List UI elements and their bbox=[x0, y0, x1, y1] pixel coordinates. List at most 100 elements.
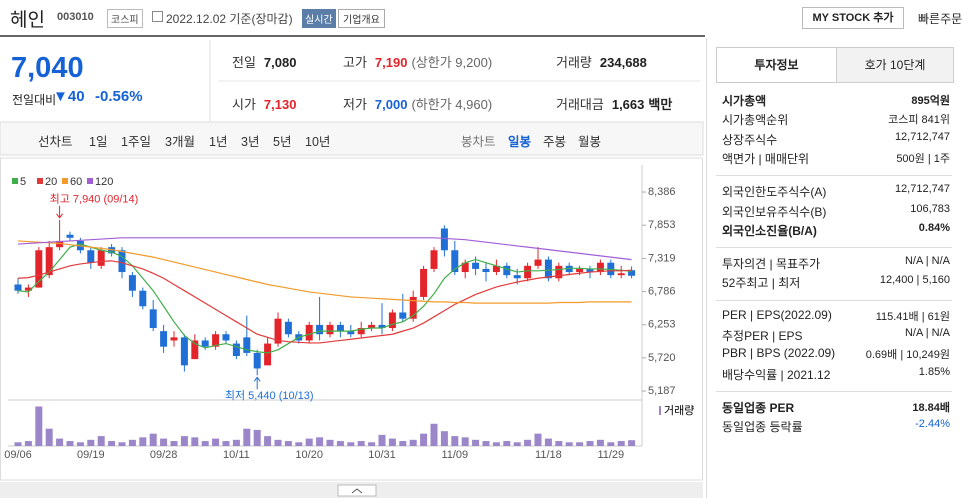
line-tab[interactable]: 1일 bbox=[89, 135, 108, 149]
candle-body bbox=[305, 324, 313, 341]
quick-order-button[interactable]: 빠른주문 bbox=[918, 12, 963, 26]
volume-bar bbox=[87, 439, 95, 446]
candle-body bbox=[35, 250, 43, 288]
volume-bar bbox=[326, 439, 334, 446]
volume-bar bbox=[128, 439, 136, 446]
candle-body bbox=[66, 234, 74, 238]
legend-label: 120 bbox=[95, 176, 113, 188]
info-row: 동일업종 PER 18.84배 bbox=[722, 399, 950, 416]
info-label: 시가총액 bbox=[722, 94, 767, 108]
low-arrow-head bbox=[253, 376, 261, 382]
volume-bar bbox=[191, 437, 199, 446]
orderbook-tab[interactable]: 호가 10단계 bbox=[836, 47, 954, 83]
low-annotation: 최저 5,440 (10/13) bbox=[225, 389, 314, 402]
candle-body bbox=[524, 265, 532, 279]
y-tick-label: 5,187 bbox=[648, 385, 676, 397]
y-tick-label: 5,720 bbox=[648, 352, 676, 364]
info-value: 코스피 841위 bbox=[888, 114, 950, 127]
x-tick-label: 09/28 bbox=[150, 449, 178, 461]
legend-swatch bbox=[37, 178, 43, 184]
volume-bar bbox=[118, 442, 126, 446]
volume-bar bbox=[149, 433, 157, 446]
volume-bar bbox=[472, 439, 480, 446]
volume-bar bbox=[108, 441, 116, 446]
ma-line bbox=[17, 240, 632, 304]
quote-cell: 시가 7,130 bbox=[232, 94, 296, 113]
quote-value: 7,080 bbox=[263, 55, 297, 70]
quote-value: 7,190 bbox=[374, 55, 408, 70]
info-value: 0.84% bbox=[918, 221, 950, 234]
info-value: 18.84배 bbox=[912, 401, 950, 414]
my-stock-button[interactable]: MY STOCK 추가 bbox=[802, 7, 904, 29]
volume-bar bbox=[305, 438, 313, 446]
candle-body bbox=[440, 228, 448, 251]
info-row: 동일업종 등락률 -2.44% bbox=[722, 418, 950, 435]
candle-tab[interactable]: 일봉 bbox=[508, 135, 532, 149]
line-tab[interactable]: 10년 bbox=[305, 135, 331, 149]
quote-note: (상한가 9,200) bbox=[411, 55, 493, 70]
candle-body bbox=[212, 334, 220, 347]
info-label: 상장주식수 bbox=[722, 132, 778, 147]
quote-cell: 저가 7,000 (하한가 4,960) bbox=[343, 94, 492, 113]
info-row: 외국인한도주식수(A) 12,712,747 bbox=[722, 183, 950, 200]
line-tab[interactable]: 1년 bbox=[209, 135, 228, 149]
x-tick-label: 09/06 bbox=[4, 449, 32, 461]
volume-bar bbox=[160, 438, 168, 446]
info-row: 액면가 | 매매단위 500원 | 1주 bbox=[722, 150, 950, 167]
line-tab[interactable]: 3개월 bbox=[165, 135, 195, 149]
y-tick-label: 7,853 bbox=[648, 219, 676, 231]
line-tab[interactable]: 5년 bbox=[273, 135, 292, 149]
line-tab[interactable]: 1주일 bbox=[121, 135, 151, 149]
candle-body bbox=[586, 268, 594, 273]
quote-value: 7,000 bbox=[374, 97, 408, 112]
info-value: N/A | N/A bbox=[904, 255, 950, 268]
candle-tab[interactable]: 월봉 bbox=[578, 135, 602, 149]
candle-body bbox=[24, 287, 32, 291]
line-tab: 선차트 bbox=[38, 135, 73, 149]
candle-tab[interactable]: 주봉 bbox=[543, 135, 567, 149]
info-value: 115.41배 | 61원 bbox=[875, 310, 950, 323]
info-row: 추정PER | EPS N/A | N/A bbox=[722, 327, 950, 344]
ma-line bbox=[17, 237, 632, 261]
volume-bar bbox=[555, 441, 563, 446]
volume-bar bbox=[347, 442, 355, 446]
candle-body bbox=[97, 250, 105, 266]
volume-bar bbox=[66, 441, 74, 446]
collapse-button[interactable] bbox=[337, 484, 377, 497]
quote-note: (하한가 4,960) bbox=[411, 97, 493, 112]
quote-cell: 전일 7,080 bbox=[232, 52, 296, 71]
candle-body bbox=[399, 312, 407, 319]
info-separator bbox=[716, 390, 952, 392]
panel-divider bbox=[706, 38, 707, 498]
company-info-button[interactable]: 기업개요 bbox=[338, 9, 385, 28]
line-tab[interactable]: 3년 bbox=[241, 135, 260, 149]
quote-label: 거래대금 bbox=[556, 97, 604, 112]
info-label: 액면가 | 매매단위 bbox=[722, 151, 810, 166]
candle-body bbox=[596, 262, 604, 273]
volume-bar bbox=[513, 442, 521, 446]
info-label: 배당수익률 | 2021.12 bbox=[722, 367, 831, 382]
volume-bar bbox=[357, 441, 365, 446]
realtime-badge[interactable]: 실시간 bbox=[302, 9, 336, 28]
x-tick-label: 10/11 bbox=[223, 449, 250, 461]
info-tab[interactable]: 투자정보 bbox=[716, 47, 837, 82]
quote-cell: 거래량 234,688 bbox=[556, 52, 647, 71]
candle-tab: 봉차트 bbox=[461, 135, 496, 149]
info-row: 외국인소진율(B/A) 0.84% bbox=[722, 222, 950, 239]
info-row: PBR | BPS (2022.09) 0.69배 | 10,249원 bbox=[722, 346, 950, 362]
candle-body bbox=[222, 334, 230, 341]
volume-bar bbox=[596, 439, 604, 446]
candle-body bbox=[284, 321, 292, 335]
volume-bar bbox=[201, 441, 209, 446]
volume-bar bbox=[607, 442, 615, 446]
high-annotation: 최고 7,940 (09/14) bbox=[50, 193, 139, 206]
candle-body bbox=[45, 247, 53, 276]
volume-bar bbox=[264, 436, 272, 446]
info-label: PBR | BPS (2022.09) bbox=[722, 346, 836, 361]
quote-unit: 백만 bbox=[648, 97, 673, 112]
volume-bar bbox=[440, 431, 448, 446]
candle-body bbox=[160, 331, 168, 347]
calendar-icon bbox=[152, 11, 163, 22]
x-tick-label: 09/19 bbox=[77, 449, 105, 461]
info-row: 배당수익률 | 2021.12 1.85% bbox=[722, 366, 950, 383]
